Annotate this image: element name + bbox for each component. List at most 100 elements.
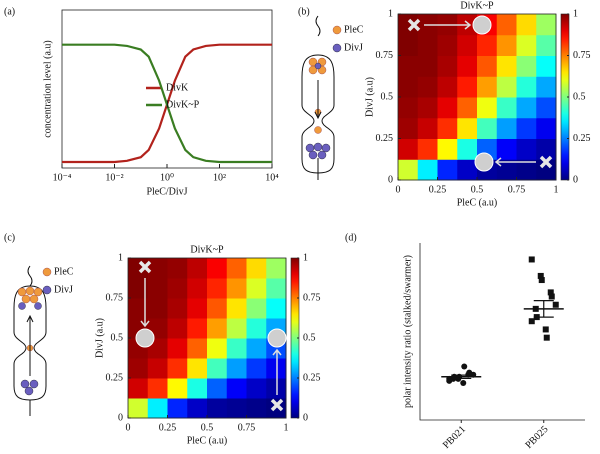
- axes-lines: [419, 243, 585, 421]
- data-point: [547, 289, 554, 296]
- heat-cell: [128, 398, 149, 419]
- y-tick-label: 0.25: [376, 133, 394, 144]
- plec-cluster: [17, 286, 43, 352]
- heat-cell: [536, 55, 557, 77]
- heat-cell: [167, 378, 188, 399]
- heat-cell: [207, 398, 228, 419]
- x-tick-label: 0: [396, 184, 401, 195]
- colorbar-tick-label: 0.5: [573, 91, 586, 102]
- heat-cell: [147, 298, 168, 319]
- x-tick-label: 10⁴: [265, 172, 279, 183]
- chart-title: DivK~P: [460, 0, 494, 11]
- heat-cell: [266, 398, 287, 419]
- heat-cell: [496, 117, 517, 139]
- y-axis-label: DivJ (a.u): [364, 77, 375, 117]
- x-tick-label: PB025: [523, 424, 550, 451]
- heat-cell: [226, 358, 247, 379]
- heat-cell: [516, 76, 537, 98]
- legend-label: DivK~P: [166, 99, 200, 110]
- heat-cell: [167, 358, 188, 379]
- heat-cell: [128, 298, 149, 319]
- heat-cell: [187, 258, 208, 279]
- data-point: [528, 256, 535, 263]
- heat-cell: [437, 55, 458, 77]
- heat-cell: [147, 378, 168, 399]
- x-tick-label: 10⁰: [160, 172, 174, 183]
- heat-cell: [226, 338, 247, 359]
- heat-cell: [187, 278, 208, 299]
- heat-cell: [398, 76, 419, 98]
- heat-cell: [496, 14, 517, 36]
- x-tick-label: 10²: [213, 172, 226, 183]
- heat-cell: [167, 318, 188, 339]
- arrow: [26, 314, 34, 376]
- heat-cell: [437, 76, 458, 98]
- legend-label: DivJ: [344, 42, 363, 53]
- flagellum: [315, 15, 321, 37]
- heat-cell: [187, 298, 208, 319]
- heat-cell: [226, 258, 247, 279]
- heat-cell: [187, 338, 208, 359]
- colorbar-tick-label: 0.5: [303, 332, 316, 343]
- heat-cell: [496, 159, 517, 181]
- heat-cell: [207, 278, 228, 299]
- heat-cell: [147, 258, 168, 279]
- x-tick-label: PB021: [441, 424, 468, 451]
- panel-label: (a): [4, 6, 15, 17]
- legend-dot: [332, 25, 342, 35]
- heat-cell: [457, 117, 478, 139]
- plots: (a) 10⁻⁴ 10⁻² 10⁰ 10² 10⁴ DivK DivK~P PleC/DivJ c…: [4, 0, 591, 451]
- heat-cell: [477, 55, 498, 77]
- legend-label: DivJ: [54, 284, 73, 295]
- heat-cell: [457, 55, 478, 77]
- heat-cell: [167, 338, 188, 359]
- heat-cell: [477, 117, 498, 139]
- heat-cell: [437, 34, 458, 56]
- flagellum: [27, 265, 33, 287]
- divj-cluster: [305, 62, 331, 160]
- heat-cell: [417, 138, 438, 160]
- colorbar-tick-label: 1: [303, 252, 308, 263]
- heat-cell: [207, 338, 228, 359]
- arrow: [314, 80, 322, 120]
- colorbar-tick-label: 0: [303, 412, 308, 423]
- y-axis-label: polar intensity ratio (stalked/swarmer): [402, 255, 413, 408]
- panel-label: (b): [298, 6, 310, 17]
- y-tick-label: 1: [388, 8, 393, 19]
- data-point: [548, 293, 555, 300]
- heat-cell: [398, 138, 419, 160]
- heat-cell: [477, 97, 498, 119]
- markers-b: [407, 15, 553, 172]
- data-point: [542, 326, 549, 333]
- y-tick-label: 0.75: [376, 50, 394, 61]
- colorbar-tick-label: 0.25: [573, 133, 591, 144]
- y-tick-label: 0: [388, 174, 393, 185]
- heat-cell: [536, 117, 557, 139]
- heat-cell: [246, 318, 267, 339]
- heat-cell: [187, 358, 208, 379]
- plec-cluster: [308, 57, 327, 134]
- heat-cell: [246, 258, 267, 279]
- heat-cell: [147, 398, 168, 419]
- heat-cell: [398, 159, 419, 181]
- data-point: [538, 277, 545, 284]
- x-tick-label: 1: [284, 422, 289, 433]
- heat-cell: [246, 378, 267, 399]
- heat-cell: [536, 97, 557, 119]
- y-tick-label: 0.25: [106, 372, 124, 383]
- heat-cell: [187, 378, 208, 399]
- heat-cell: [226, 318, 247, 339]
- data-point: [537, 272, 544, 279]
- heat-cell: [398, 34, 419, 56]
- heat-cell: [496, 97, 517, 119]
- panel: (c) 0 0.25 0.5 0.75 1 0 0.25 0.5 0.75 1 0 0.25 0.5 0.7…: [4, 232, 321, 446]
- colorbar-tick-label: 0.75: [573, 50, 591, 61]
- heat-cell: [417, 34, 438, 56]
- y-tick-label: 1: [118, 252, 123, 263]
- heat-cell: [437, 117, 458, 139]
- heat-cell: [516, 138, 537, 160]
- heat-cell: [398, 55, 419, 77]
- heat-cell: [167, 278, 188, 299]
- heat-cell: [207, 258, 228, 279]
- x-tick-label: 0.75: [238, 422, 256, 433]
